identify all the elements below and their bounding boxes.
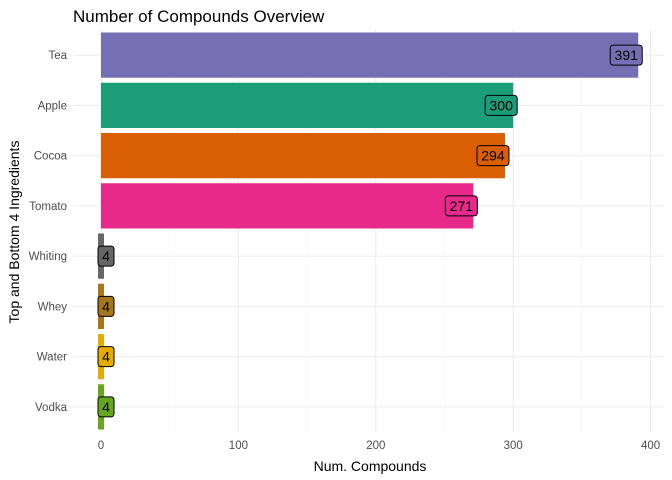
y-tick-whey: Whey bbox=[38, 301, 68, 313]
data-label-box bbox=[444, 195, 478, 217]
bar-tea bbox=[101, 32, 639, 78]
x-tick-0: 0 bbox=[98, 440, 104, 452]
bars bbox=[98, 32, 639, 430]
data-label-box bbox=[97, 346, 115, 368]
data-label-box bbox=[609, 44, 643, 66]
data-label-whiting: 4 bbox=[102, 248, 110, 264]
data-label-whey: 4 bbox=[102, 298, 110, 314]
bar-tomato bbox=[101, 183, 474, 229]
y-tick-labels: Tea Apple Cocoa Tomato Whiting Whey Water Vodka bbox=[29, 50, 68, 414]
data-labels: 391 300 294 271 4 4 4 4 bbox=[97, 44, 643, 418]
data-label-apple: 300 bbox=[490, 97, 514, 113]
x-tick-200: 200 bbox=[366, 440, 385, 452]
data-label-box bbox=[484, 94, 518, 116]
y-tick-cocoa: Cocoa bbox=[34, 151, 68, 163]
y-tick-water: Water bbox=[37, 352, 67, 364]
y-tick-tea: Tea bbox=[48, 50, 67, 62]
y-tick-apple: Apple bbox=[38, 100, 67, 112]
x-axis-title: Num. Compounds bbox=[314, 458, 427, 474]
x-tick-300: 300 bbox=[504, 440, 523, 452]
x-tick-labels: 0 100 200 300 400 bbox=[98, 440, 660, 452]
data-label-box bbox=[97, 245, 115, 267]
x-tick-100: 100 bbox=[229, 440, 248, 452]
y-axis-title: Top and Bottom 4 Ingredients bbox=[6, 141, 22, 324]
y-tick-vodka: Vodka bbox=[35, 402, 68, 414]
data-label-box bbox=[97, 295, 115, 317]
data-label-vodka: 4 bbox=[102, 399, 110, 415]
data-label-tomato: 271 bbox=[450, 198, 474, 214]
data-label-box bbox=[97, 396, 115, 418]
data-label-box bbox=[476, 145, 510, 167]
y-tick-tomato: Tomato bbox=[29, 201, 67, 213]
bar-cocoa bbox=[101, 133, 505, 179]
data-label-water: 4 bbox=[102, 349, 110, 365]
data-label-tea: 391 bbox=[615, 47, 639, 63]
data-label-cocoa: 294 bbox=[481, 148, 505, 164]
y-tick-whiting: Whiting bbox=[29, 251, 67, 263]
chart-title: Number of Compounds Overview bbox=[73, 7, 325, 26]
bar-apple bbox=[101, 82, 514, 128]
x-tick-400: 400 bbox=[641, 440, 660, 452]
